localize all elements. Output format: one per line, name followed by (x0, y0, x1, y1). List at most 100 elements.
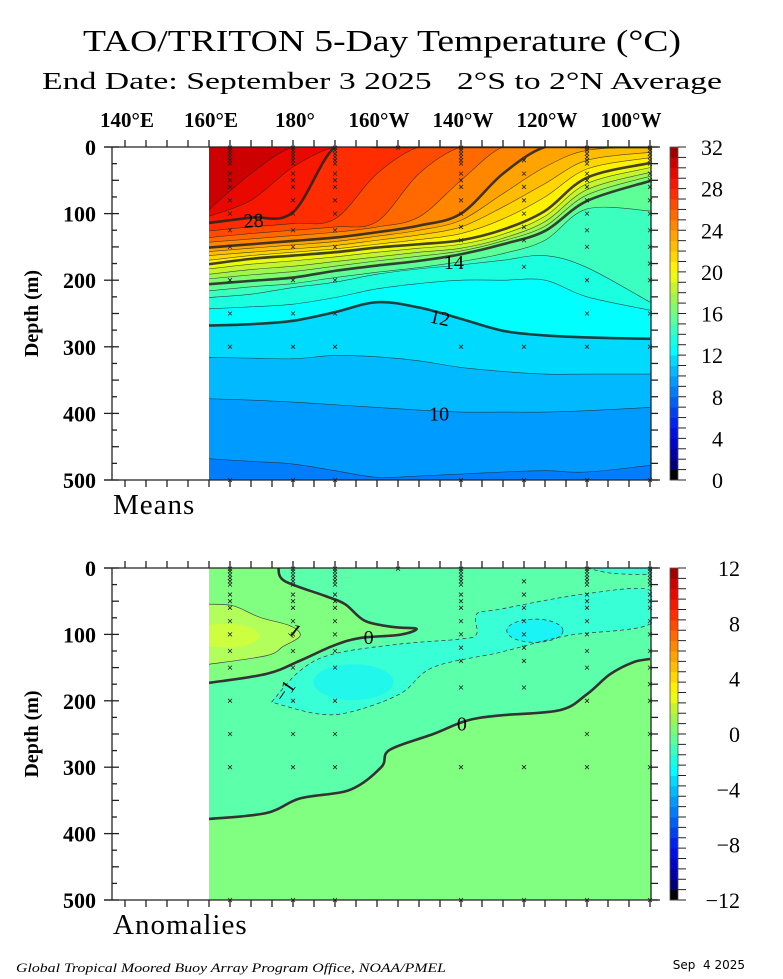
mooring-marker (584, 171, 590, 176)
contour-label: 28 (243, 210, 264, 233)
mooring-marker (584, 731, 590, 737)
anomaly-region-minus-core (313, 664, 394, 701)
mooring-marker (332, 764, 338, 770)
y-tick-label: 0 (85, 135, 96, 160)
mooring-marker (332, 665, 338, 670)
mooring-marker (584, 277, 590, 283)
mooring-marker (458, 632, 464, 637)
colorbar-cell (670, 868, 678, 880)
y-tick-label: 300 (63, 755, 96, 780)
colorbar-cell (670, 713, 678, 725)
mooring-marker (227, 311, 233, 316)
mooring-marker (458, 151, 464, 156)
mooring-marker (227, 211, 233, 216)
mooring-marker (458, 582, 464, 587)
mooring-marker (521, 645, 527, 650)
isotherm-13 (209, 278, 651, 311)
isotherm-22 (209, 152, 651, 256)
mooring-marker (332, 171, 338, 176)
mooring-marker (227, 344, 233, 350)
colorbar-label: 4 (712, 426, 723, 451)
colorbar-cell (670, 313, 678, 325)
mooring-marker (584, 344, 590, 350)
colorbar-cell (670, 661, 678, 673)
x-tick-label: 180° (275, 108, 315, 132)
x-tick-label: 100°W (601, 108, 662, 132)
colorbar: 12 8 4 0 −4 −8 −12 (669, 556, 740, 913)
mooring-marker (584, 184, 590, 190)
mooring-marker (290, 632, 296, 637)
isotherm-29 (209, 147, 650, 217)
colorbar-label: 16 (701, 302, 723, 327)
colorbar-cell (670, 438, 678, 450)
mooring-marker (290, 154, 296, 160)
plot-data-area: 28 14 12 10 (209, 147, 651, 480)
mooring-marker (290, 598, 296, 604)
mooring-marker (290, 648, 296, 654)
axes (104, 140, 660, 487)
colorbar-cell (670, 355, 678, 366)
isotherm-19 (209, 167, 651, 270)
mooring-marker (290, 572, 296, 577)
mooring-marker (584, 244, 590, 250)
colorbar-cell (670, 588, 678, 600)
anomaly-region-minus-two (506, 619, 564, 643)
mooring-marker (521, 658, 527, 664)
colorbar-cell (670, 879, 678, 891)
mooring-marker (227, 572, 233, 577)
mooring-marker (458, 237, 464, 243)
colorbar-label: 8 (712, 385, 723, 410)
colorbar-cell (670, 568, 678, 579)
mooring-marker (332, 227, 338, 233)
mooring-marker (332, 598, 338, 604)
colorbar-cell (670, 167, 678, 179)
mooring-marker (584, 575, 590, 581)
mooring-marker (584, 578, 590, 584)
mooring-marker (227, 148, 233, 153)
colorbar-cell (670, 427, 678, 439)
mooring-marker (521, 605, 527, 611)
isotherm-14 (209, 255, 651, 303)
colorbar-label: 12 (718, 556, 740, 581)
colorbar-cell (670, 806, 678, 818)
mooring-marker (458, 685, 464, 690)
mooring-marker (458, 154, 464, 160)
mooring-marker (584, 618, 590, 624)
mooring-marker (521, 264, 527, 270)
isotherm-28 (209, 147, 650, 225)
isotherm-11 (209, 355, 650, 375)
mooring-marker (290, 731, 296, 737)
isotherm-26 (209, 147, 650, 238)
y-tick-label: 100 (63, 622, 96, 647)
contour-band-30 (209, 147, 650, 210)
mooring-marker (521, 632, 527, 637)
colorbar-label: 28 (701, 177, 723, 202)
contour-label: 0 (457, 713, 467, 735)
colorbar-cell (670, 448, 678, 460)
mooring-marker (290, 184, 296, 190)
colorbar-label: 4 (729, 667, 740, 692)
mooring-marker (227, 161, 233, 166)
mooring-marker (332, 698, 338, 704)
mooring-marker (458, 178, 464, 183)
mooring-marker (458, 618, 464, 624)
mooring-marker (227, 648, 233, 654)
mooring-marker (227, 277, 233, 283)
colorbar-cell (670, 396, 678, 408)
colorbar-cell (670, 817, 678, 828)
colorbar-cell (670, 599, 678, 610)
colorbar-cell (670, 630, 678, 642)
colorbar-cell (670, 723, 678, 735)
colorbar-cell (670, 271, 678, 283)
mooring-marker (290, 592, 296, 597)
colorbar-cell (670, 848, 678, 859)
mooring-marker (458, 658, 464, 664)
mooring-marker (332, 572, 338, 577)
mooring-marker (290, 151, 296, 156)
mooring-marker (584, 197, 590, 203)
mooring-marker (227, 154, 233, 160)
y-tick-label: 300 (63, 335, 96, 360)
mooring-marker (521, 224, 527, 230)
colorbar-cell (670, 469, 678, 481)
mooring-marker (332, 154, 338, 160)
